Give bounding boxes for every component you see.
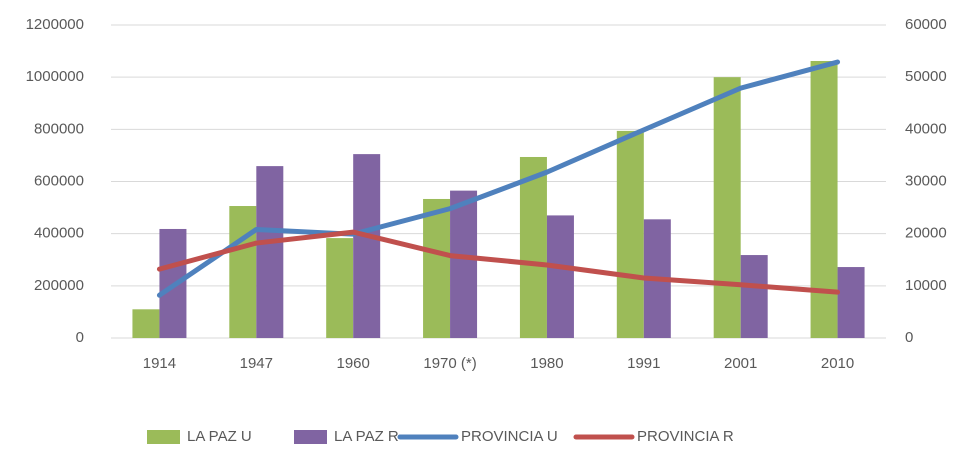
x-tick-label: 1947 (240, 355, 273, 372)
y-tick-label: 1200000 (26, 16, 84, 33)
y-tick-label: 200000 (34, 277, 84, 294)
line (156, 229, 841, 295)
line (156, 59, 841, 298)
legend-label: PROVINCIA U (461, 428, 558, 445)
bar (450, 190, 478, 338)
y2-tick-label: 60000 (905, 16, 947, 33)
y2-tick-label: 20000 (905, 225, 947, 242)
x-tick-label: 1970 (*) (423, 355, 476, 372)
bar (713, 77, 741, 339)
y-tick-label: 0 (76, 329, 84, 346)
legend-label: LA PAZ U (187, 428, 252, 445)
y-tick-label: 600000 (34, 172, 84, 189)
legend-label: PROVINCIA R (637, 428, 734, 445)
x-tick-label: 2010 (821, 355, 854, 372)
y2-tick-label: 50000 (905, 68, 947, 85)
x-tick-label: 1960 (337, 355, 370, 372)
bar (740, 255, 768, 338)
x-tick-label: 1914 (143, 355, 176, 372)
legend-label: LA PAZ R (334, 428, 399, 445)
x-tick-label: 1991 (627, 355, 660, 372)
bar (837, 267, 865, 338)
bar (519, 156, 547, 338)
y-tick-label: 800000 (34, 120, 84, 137)
bar (353, 154, 381, 338)
legend-swatch (147, 430, 180, 444)
y2-tick-label: 10000 (905, 277, 947, 294)
bar (256, 166, 284, 338)
bar (229, 206, 257, 338)
y-tick-label: 1000000 (26, 68, 84, 85)
bar (546, 215, 574, 338)
x-tick-label: 1980 (530, 355, 563, 372)
bar (132, 309, 160, 338)
bar (616, 130, 644, 338)
legend-swatch (294, 430, 327, 444)
bar (326, 238, 354, 338)
y2-tick-label: 40000 (905, 120, 947, 137)
x-tick-label: 2001 (724, 355, 757, 372)
bar (810, 60, 838, 339)
y2-tick-label: 0 (905, 329, 913, 346)
y2-tick-label: 30000 (905, 172, 947, 189)
y-tick-label: 400000 (34, 225, 84, 242)
bar (423, 198, 451, 338)
